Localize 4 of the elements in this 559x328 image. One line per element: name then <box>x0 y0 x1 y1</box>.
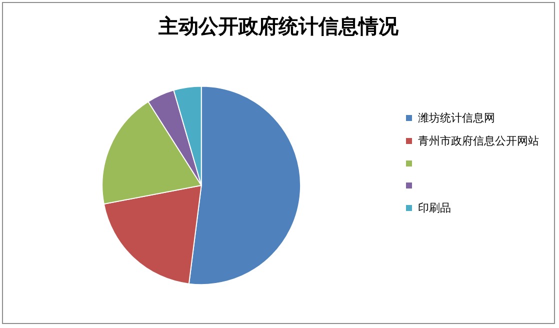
legend-label: 印刷品 <box>418 202 451 214</box>
legend-label: 潍坊统计信息网 <box>418 112 495 124</box>
legend-label: 青州市政府信息公开网站 <box>418 134 539 148</box>
chart-title: 主动公开政府统计信息情况 <box>158 14 400 38</box>
